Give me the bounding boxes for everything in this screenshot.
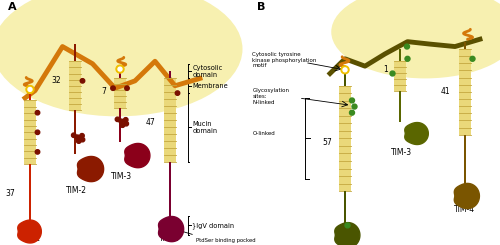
Bar: [339, 86, 351, 191]
Circle shape: [118, 67, 122, 71]
Text: Cytosolic
domain: Cytosolic domain: [192, 64, 222, 78]
Circle shape: [115, 117, 120, 122]
Circle shape: [350, 110, 354, 115]
Bar: [464, 135, 466, 186]
Circle shape: [124, 118, 128, 122]
Text: 37: 37: [5, 189, 15, 198]
Text: 32: 32: [52, 76, 61, 85]
Circle shape: [120, 123, 125, 127]
Text: O-linked: O-linked: [252, 131, 275, 136]
Polygon shape: [405, 122, 428, 145]
Bar: [399, 49, 401, 61]
Bar: [28, 93, 31, 100]
Bar: [344, 191, 346, 228]
Circle shape: [176, 91, 180, 95]
Circle shape: [350, 98, 354, 103]
Polygon shape: [18, 220, 42, 243]
Text: TIM-3: TIM-3: [390, 148, 412, 157]
Circle shape: [26, 86, 34, 93]
Polygon shape: [158, 217, 184, 242]
Polygon shape: [335, 223, 360, 245]
Text: 47: 47: [146, 118, 155, 127]
Bar: [28, 164, 31, 223]
Text: Glycosylation
sites:
N-linked: Glycosylation sites: N-linked: [252, 88, 290, 105]
Polygon shape: [125, 144, 150, 168]
Ellipse shape: [331, 0, 500, 78]
Circle shape: [124, 122, 128, 126]
Bar: [114, 78, 126, 108]
Bar: [24, 100, 36, 164]
Text: TIM-1: TIM-1: [334, 235, 355, 244]
Polygon shape: [454, 184, 479, 208]
Circle shape: [404, 44, 409, 49]
Bar: [69, 61, 80, 110]
Circle shape: [80, 79, 84, 83]
Bar: [464, 42, 466, 49]
Text: Membrane: Membrane: [192, 83, 228, 89]
Circle shape: [119, 119, 124, 123]
Text: TIM-4: TIM-4: [160, 233, 180, 243]
Circle shape: [341, 66, 349, 74]
Bar: [74, 110, 76, 154]
Bar: [74, 44, 76, 61]
Text: Cytosolic tyrosine
kinase phosphorylation
motif: Cytosolic tyrosine kinase phosphorylatio…: [252, 52, 317, 68]
Circle shape: [76, 139, 81, 143]
Text: 7: 7: [102, 87, 106, 96]
Bar: [164, 78, 176, 162]
Bar: [119, 108, 121, 142]
Text: TIM-4: TIM-4: [454, 205, 475, 214]
Circle shape: [28, 87, 32, 91]
Text: TIM-3: TIM-3: [110, 172, 132, 181]
Circle shape: [470, 56, 475, 61]
Circle shape: [405, 56, 410, 61]
Bar: [344, 74, 346, 86]
Circle shape: [345, 223, 350, 228]
Circle shape: [125, 86, 129, 90]
Text: A: A: [8, 2, 16, 12]
Text: TIM-2: TIM-2: [66, 186, 87, 195]
Bar: [169, 162, 171, 220]
Circle shape: [80, 134, 84, 138]
Ellipse shape: [0, 0, 242, 116]
Text: B: B: [258, 2, 266, 12]
Circle shape: [352, 104, 357, 109]
Bar: [169, 71, 171, 78]
Circle shape: [343, 68, 347, 72]
Text: TIM-1: TIM-1: [20, 233, 40, 243]
Circle shape: [35, 110, 40, 115]
Text: }IgV domain: }IgV domain: [192, 222, 234, 229]
Circle shape: [72, 133, 76, 137]
Circle shape: [116, 65, 124, 73]
Text: PtdSer binding pocked: PtdSer binding pocked: [196, 238, 256, 243]
Text: 41: 41: [440, 87, 450, 96]
Bar: [399, 91, 401, 122]
Circle shape: [80, 137, 85, 142]
Bar: [459, 49, 471, 135]
Circle shape: [110, 86, 115, 90]
Text: Mucin
domain: Mucin domain: [192, 121, 218, 134]
Polygon shape: [78, 157, 104, 182]
Circle shape: [35, 150, 40, 154]
Bar: [119, 71, 121, 78]
Circle shape: [75, 135, 80, 139]
Bar: [394, 61, 406, 91]
Circle shape: [35, 130, 40, 135]
Text: 57: 57: [322, 138, 332, 147]
Text: 1: 1: [383, 65, 388, 74]
Circle shape: [390, 71, 395, 76]
